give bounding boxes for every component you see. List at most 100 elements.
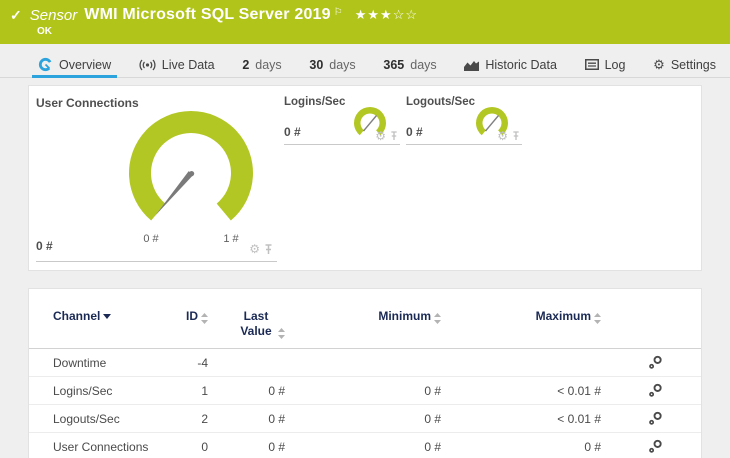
cell-channel[interactable]: Logouts/Sec	[53, 411, 120, 426]
tab-value: 365	[383, 57, 405, 72]
user-connections-gauge: 0 # 1 #	[129, 110, 253, 245]
live-data-icon	[139, 59, 156, 70]
tab-365-days[interactable]: 365 days	[383, 52, 436, 77]
logins-gauge-panel: Logins/Sec 0 # ⚙	[284, 96, 400, 145]
tab-label: Historic Data	[485, 57, 557, 72]
tab-2-days[interactable]: 2 days	[242, 52, 281, 77]
gauge-current-value: 0 #	[36, 239, 53, 253]
priority-stars[interactable]: ★★★☆☆	[355, 7, 418, 23]
tab-label: Overview	[59, 57, 112, 72]
cell-minimum: 0 #	[424, 411, 441, 426]
cell-last-value: 0 #	[268, 383, 285, 398]
table-row[interactable]: Logouts/Sec 2 0 # 0 # < 0.01 #	[29, 405, 701, 433]
gauge-current-value: 0 #	[406, 125, 423, 139]
table-row[interactable]: Downtime -4	[29, 349, 701, 377]
logouts-gauge	[476, 106, 508, 136]
channel-table-header: Channel ID Last Value Minimum Maximum	[29, 289, 701, 349]
gauge-settings-gear-icon[interactable]: ⚙	[375, 129, 386, 143]
column-label: Channel	[53, 309, 101, 323]
gear-icon: ⚙	[653, 57, 665, 72]
column-label: Maximum	[535, 309, 591, 323]
logouts-gauge-panel: Logouts/Sec 0 # ⚙	[406, 96, 522, 145]
log-card-icon	[584, 59, 599, 70]
gauge-settings-gear-icon[interactable]: ⚙	[249, 242, 260, 256]
cell-last-value: 0 #	[268, 439, 285, 454]
sort-caret-icon	[201, 313, 208, 324]
column-label: ID	[186, 309, 198, 323]
gauge-scale-max-label: 1 #	[223, 233, 239, 245]
sort-caret-icon	[278, 328, 285, 339]
table-row[interactable]: Logins/Sec 1 0 # 0 # < 0.01 #	[29, 377, 701, 405]
cell-maximum: 0 #	[584, 439, 601, 454]
tab-settings[interactable]: ⚙ Settings	[653, 52, 716, 77]
channel-settings-icon[interactable]	[648, 439, 663, 454]
cell-channel[interactable]: Downtime	[53, 355, 107, 370]
cell-id: -4	[197, 355, 208, 370]
gauge-arc	[476, 106, 508, 136]
gauge-needle	[484, 115, 500, 132]
column-header-minimum[interactable]: Minimum	[285, 309, 441, 324]
sensor-status-text: OK	[37, 26, 52, 37]
pin-icon[interactable]	[390, 131, 398, 141]
channel-settings-icon[interactable]	[648, 411, 663, 426]
cell-minimum: 0 #	[424, 383, 441, 398]
channel-settings-icon[interactable]	[648, 355, 663, 370]
gauge-title: Logouts/Sec	[406, 96, 476, 108]
gauge-needle	[155, 171, 194, 216]
tab-historic-data[interactable]: Historic Data	[464, 52, 557, 77]
tab-label: days	[329, 57, 356, 72]
gauge-title: User Connections	[36, 96, 139, 110]
cell-id: 2	[201, 411, 208, 426]
area-chart-icon	[464, 60, 480, 71]
stars-filled[interactable]: ★★★	[354, 7, 393, 22]
tab-label: Settings	[670, 57, 716, 72]
table-row[interactable]: User Connections 0 0 # 0 # 0 #	[29, 433, 701, 458]
cell-id: 1	[201, 383, 208, 398]
tab-30-days[interactable]: 30 days	[309, 52, 355, 77]
tab-value: 2	[242, 57, 250, 72]
flag-icon[interactable]: ⚐	[333, 6, 343, 18]
channels-card: Channel ID Last Value Minimum Maximum	[28, 288, 702, 458]
cell-channel[interactable]: User Connections	[53, 439, 149, 454]
sort-active-caret-icon	[103, 314, 112, 319]
cell-id: 0	[201, 439, 208, 454]
gauge-icon	[38, 57, 53, 72]
user-connections-gauge-panel: User Connections 0 # 1 # 0 # ⚙	[36, 96, 277, 262]
pin-icon[interactable]	[512, 131, 520, 141]
column-header-id[interactable]: ID	[153, 309, 208, 324]
column-label: Last Value	[240, 309, 272, 338]
tab-live-data[interactable]: Live Data	[139, 52, 215, 77]
gauge-scale-min-label: 0 #	[143, 233, 159, 245]
cell-maximum: < 0.01 #	[557, 383, 601, 398]
gauge-arc	[129, 110, 253, 221]
sensor-header: ✓ Sensor WMI Microsoft SQL Server 2019 ⚐…	[0, 0, 730, 44]
column-header-last-value[interactable]: Last Value	[208, 309, 285, 339]
sensor-title: WMI Microsoft SQL Server 2019	[84, 6, 331, 23]
tab-log[interactable]: Log	[584, 52, 626, 77]
sort-caret-icon	[434, 313, 441, 324]
cell-channel[interactable]: Logins/Sec	[53, 383, 113, 398]
gauge-title: Logins/Sec	[284, 96, 346, 108]
cell-minimum: 0 #	[424, 439, 441, 454]
cell-last-value: 0 #	[268, 411, 285, 426]
gauge-current-value: 0 #	[284, 125, 301, 139]
gauge-settings-gear-icon[interactable]: ⚙	[497, 129, 508, 143]
tab-label: days	[410, 57, 437, 72]
tab-label: Log	[604, 57, 626, 72]
sort-caret-icon	[594, 313, 601, 324]
column-header-maximum[interactable]: Maximum	[441, 309, 601, 324]
channel-settings-icon[interactable]	[648, 383, 663, 398]
tab-label: days	[255, 57, 282, 72]
pin-icon[interactable]	[264, 243, 273, 255]
column-header-channel[interactable]: Channel	[53, 309, 153, 324]
stars-empty[interactable]: ☆☆	[392, 7, 418, 22]
gauges-card: User Connections 0 # 1 # 0 # ⚙ Logins/Se…	[28, 85, 702, 271]
gauge-needle	[362, 115, 378, 132]
gauge-arc	[354, 106, 386, 136]
tab-overview[interactable]: Overview	[31, 52, 118, 78]
tab-value: 30	[309, 57, 324, 72]
status-check-icon: ✓	[10, 6, 22, 23]
cell-maximum: < 0.01 #	[557, 411, 601, 426]
logins-gauge	[354, 106, 386, 136]
tab-label: Live Data	[161, 57, 215, 72]
